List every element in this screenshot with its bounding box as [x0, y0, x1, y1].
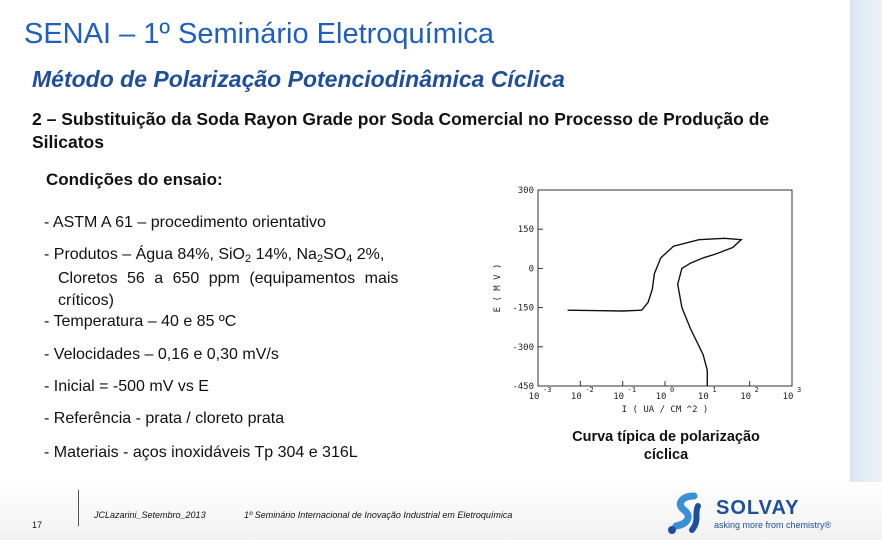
x-tick-label-exponent: 3: [797, 386, 801, 394]
solvay-logo-icon: [668, 492, 701, 534]
x-tick-label-exponent: -2: [585, 386, 593, 394]
brand-tagline: asking more from chemistry®: [714, 520, 832, 530]
x-tick-label-base: 10: [698, 392, 709, 402]
slide-title: SENAI – 1º Seminário Eletroquímica: [24, 18, 494, 50]
y-tick-label: -150: [512, 304, 534, 314]
list-item-referencia: - Referência - prata / cloreto prata: [44, 410, 285, 427]
x-tick-label-base: 10: [613, 392, 624, 402]
footer-divider: [78, 490, 79, 526]
list-item-produtos: - Produtos – Água 84%, SiO2 14%, Na2SO4 …: [44, 246, 385, 265]
y-tick-label: 0: [529, 264, 534, 274]
polarization-curve: [567, 237, 743, 386]
slide-subtitle: Método de Polarização Potenciodinâmica C…: [32, 66, 565, 92]
brand-name: SOLVAY: [716, 497, 800, 519]
conditions-label: Condições do ensaio:: [46, 170, 223, 189]
x-tick-label-exponent: -1: [628, 386, 636, 394]
y-tick-label: -300: [512, 343, 534, 353]
x-tick-label-exponent: 2: [755, 386, 759, 394]
polarization-chart: 3001500-150-300-45010-310-210-1100101102…: [493, 186, 801, 415]
x-tick-label-base: 10: [783, 392, 794, 402]
y-tick-label: 150: [518, 225, 534, 235]
x-tick-label-base: 10: [529, 392, 540, 402]
footer-background: [0, 482, 882, 540]
list-item-materiais: - Materiais - aços inoxidáveis Tp 304 e …: [44, 444, 358, 461]
plot-frame: [537, 189, 793, 387]
x-axis-label: I ( UA / CM ^2 ): [622, 405, 709, 415]
list-item-inicial: - Inicial = -500 mV vs E: [44, 378, 209, 395]
chart-caption: Curva típica de polarização cíclica: [572, 429, 760, 463]
x-tick-label-exponent: 0: [670, 386, 674, 394]
list-item-cloretos: Cloretos 56 a 650 ppm (equipamentos mais: [58, 270, 399, 287]
x-tick-label-base: 10: [571, 392, 582, 402]
x-tick-label-base: 10: [740, 392, 751, 402]
x-tick-label-exponent: -3: [543, 386, 551, 394]
list-item-temperatura: - Temperatura – 40 e 85 ºC: [44, 313, 237, 330]
right-decor-bar: [850, 0, 882, 540]
x-tick-label-exponent: 1: [712, 386, 716, 394]
section-heading: 2 – Substituição da Soda Rayon Grade por…: [32, 109, 770, 152]
y-axis-label: E ( M V ): [493, 264, 503, 313]
y-tick-label: -450: [512, 382, 534, 392]
footer-author: JCLazarini_Setembro_2013: [94, 510, 206, 520]
list-item-velocidades: - Velocidades – 0,16 e 0,30 mV/s: [44, 346, 279, 363]
list-item-criticos: críticos): [58, 292, 114, 309]
list-item-astm: - ASTM A 61 – procedimento orientativo: [44, 214, 326, 231]
y-tick-label: 300: [518, 186, 534, 196]
footer: 17 JCLazarini_Setembro_2013 1º Seminário…: [0, 482, 882, 540]
page-number: 17: [32, 520, 43, 530]
footer-event: 1º Seminário Internacional de Inovação I…: [244, 510, 513, 520]
x-tick-label-base: 10: [656, 392, 667, 402]
